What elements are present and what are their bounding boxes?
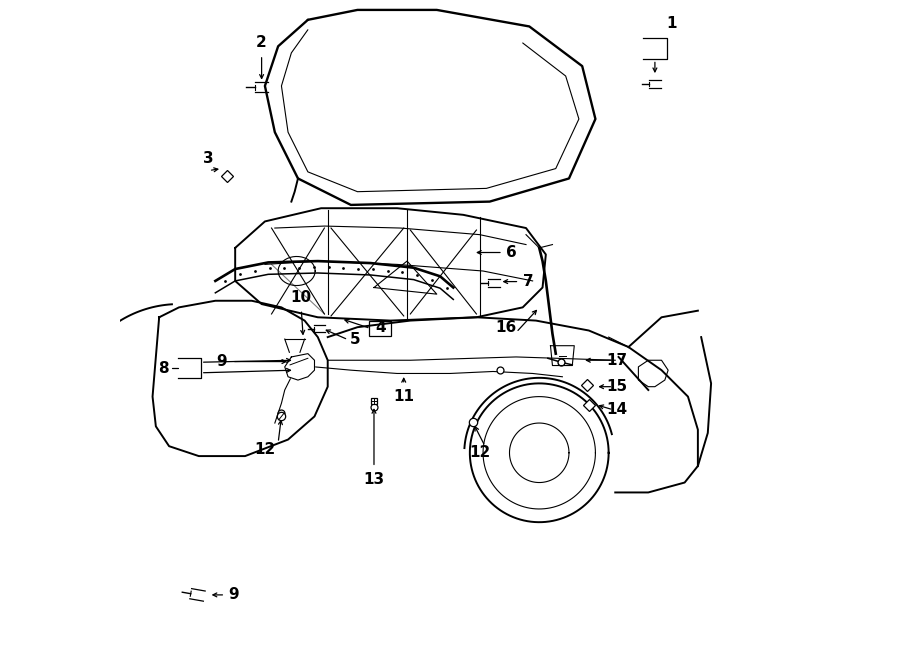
- Text: 4: 4: [375, 320, 386, 334]
- Text: 7: 7: [523, 274, 534, 289]
- Text: 9: 9: [217, 354, 228, 369]
- Text: 3: 3: [203, 151, 214, 166]
- Text: 5: 5: [349, 332, 360, 347]
- Text: 10: 10: [291, 290, 311, 305]
- Text: 12: 12: [469, 446, 491, 460]
- Text: 12: 12: [255, 442, 275, 457]
- Text: 1: 1: [666, 16, 677, 30]
- Text: 6: 6: [506, 245, 517, 260]
- Text: 17: 17: [607, 353, 628, 368]
- Text: 15: 15: [607, 379, 628, 394]
- Text: 2: 2: [256, 36, 267, 50]
- Text: 11: 11: [393, 389, 414, 404]
- Text: 9: 9: [228, 588, 238, 602]
- Text: 14: 14: [607, 403, 628, 417]
- Polygon shape: [284, 354, 314, 380]
- Text: 16: 16: [496, 320, 517, 334]
- Text: 8: 8: [158, 361, 169, 375]
- Text: 13: 13: [364, 472, 384, 486]
